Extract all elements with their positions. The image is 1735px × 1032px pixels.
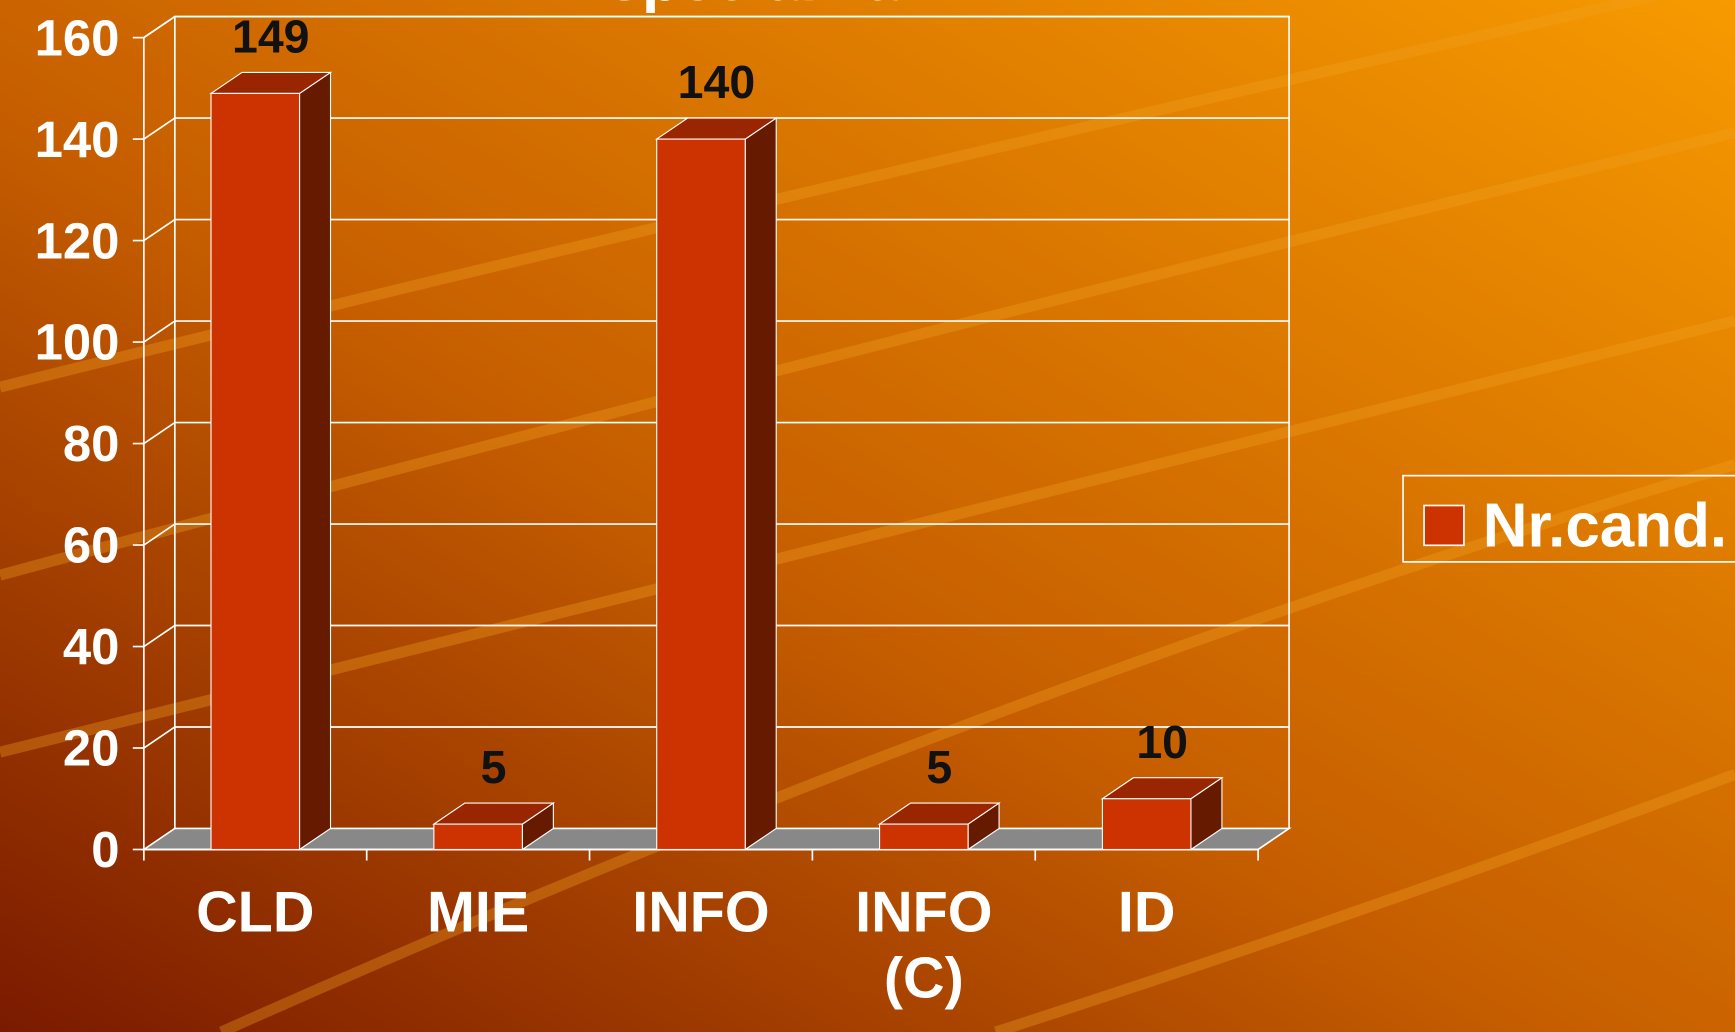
x-tick-label: INFO (C)	[819, 879, 1029, 1012]
y-tick-label: 100	[35, 314, 120, 371]
x-tick-label: INFO	[596, 879, 806, 945]
chart: specializari 0 20 40 60 80 100 120 140 160 CLDMIE…	[0, 0, 1735, 1032]
bar-front	[434, 824, 523, 849]
x-tick-label: MIE	[373, 879, 583, 945]
legend-label: Nr.cand.	[1483, 491, 1727, 560]
x-label-box: INFO (C)	[819, 879, 1029, 1032]
bar	[1102, 778, 1222, 850]
y-tick-label: 40	[63, 618, 120, 675]
x-label-box: CLD	[150, 879, 360, 1032]
bar-side	[745, 118, 776, 849]
bar-side	[300, 72, 331, 849]
data-label: 149	[232, 11, 310, 63]
bar	[211, 72, 331, 849]
y-tick-label: 120	[35, 212, 120, 269]
x-label-box: INFO	[596, 879, 806, 1032]
y-tick-label: 160	[35, 9, 120, 66]
chart-title: specializari	[608, 0, 942, 14]
y-tick-label: 0	[91, 821, 119, 878]
x-tick-label: CLD	[150, 879, 360, 945]
data-label: 5	[481, 741, 507, 793]
data-label: 10	[1136, 716, 1188, 768]
data-label: 140	[678, 56, 756, 108]
legend-swatch	[1424, 505, 1464, 545]
y-tick-label: 60	[63, 517, 120, 574]
bar-front	[1102, 799, 1191, 850]
page: {"chart_data": {"type": "bar", "title": …	[0, 0, 1735, 1032]
bar-front	[657, 139, 746, 849]
x-label-box: ID	[1042, 879, 1252, 1032]
y-tick-label: 80	[63, 415, 120, 472]
bar-front	[211, 93, 300, 849]
y-tick-label: 140	[35, 111, 120, 168]
bar	[657, 118, 777, 849]
x-tick-label: ID	[1042, 879, 1252, 945]
x-label-box: MIE	[373, 879, 583, 1032]
y-tick-label: 20	[63, 720, 120, 777]
bar-front	[880, 824, 969, 849]
data-label: 5	[926, 741, 952, 793]
